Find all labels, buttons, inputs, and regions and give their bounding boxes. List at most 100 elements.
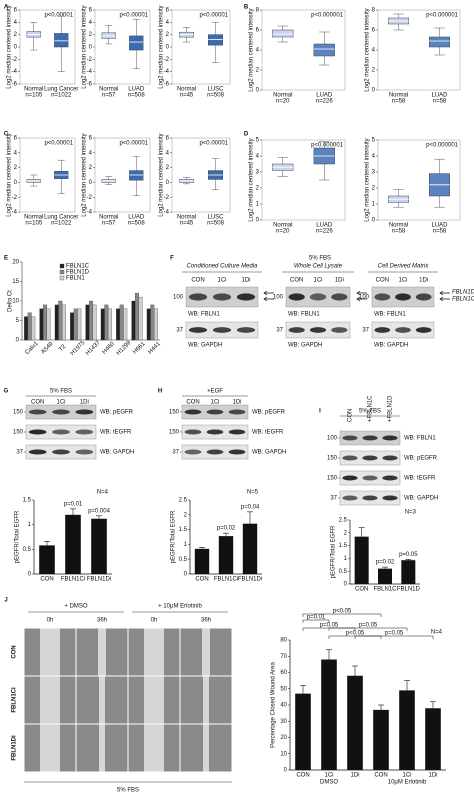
marker: 150 xyxy=(13,430,24,436)
wb-label: WB: GAPDH xyxy=(252,450,286,456)
y-tick-label: -6 xyxy=(164,82,170,88)
legend-label: FBLN1D xyxy=(66,270,90,276)
lane-label: 1Ci xyxy=(56,400,65,406)
y-tick-label: 0 xyxy=(184,572,188,578)
bracket xyxy=(354,635,434,639)
group-n: n=57 xyxy=(102,93,116,99)
bar xyxy=(100,308,105,341)
bar xyxy=(27,312,32,341)
bar xyxy=(295,693,311,770)
x-tick-label: A549 xyxy=(40,341,55,356)
lane-label: +FBLN1D xyxy=(388,395,394,422)
group-label: Normal xyxy=(99,87,118,93)
lane-label: 1Di xyxy=(241,278,250,284)
x-tick-label: CON xyxy=(296,773,309,779)
group-n: n=58 xyxy=(392,229,406,235)
marker: 100 xyxy=(327,436,338,442)
y-tick-label: 2 xyxy=(14,165,18,171)
marker: 100 xyxy=(359,295,370,301)
p-value: p=0.04 xyxy=(241,504,260,510)
row-label: FBLN1Di xyxy=(12,735,18,761)
legend-label: FBLN1 xyxy=(66,276,85,282)
x-tick-label: H1299 xyxy=(116,340,133,357)
bar xyxy=(135,293,139,341)
group-label: LUSC xyxy=(207,215,224,221)
footer-label: 5% FBS xyxy=(117,788,139,794)
band xyxy=(52,449,70,455)
bar xyxy=(123,308,128,341)
row-label: CON xyxy=(12,645,18,658)
band xyxy=(236,327,256,333)
n-label: N=5 xyxy=(247,490,259,496)
panel-label: G xyxy=(4,389,9,395)
y-axis-label: Log2 median centered intensity xyxy=(159,133,165,216)
y-tick-label: 6 xyxy=(372,28,376,34)
y-tick-label: 0.5 xyxy=(179,557,188,563)
blot-header: +EGF xyxy=(207,389,223,395)
legend-label: FBLN1C xyxy=(66,264,90,270)
x-tick-label: FBLN1Ci xyxy=(61,577,85,583)
band xyxy=(342,495,358,501)
bar xyxy=(54,304,59,341)
band xyxy=(206,449,224,455)
band xyxy=(382,435,398,441)
group-label: Normal xyxy=(24,87,43,93)
band xyxy=(362,455,378,461)
bar xyxy=(46,308,51,341)
band xyxy=(309,327,327,333)
p-value: p<0.05 xyxy=(333,609,352,615)
y-tick-label: 20 xyxy=(12,260,19,266)
band xyxy=(228,429,246,435)
y-tick-label: 3 xyxy=(372,170,376,176)
band xyxy=(362,475,378,481)
marker: 37 xyxy=(172,450,179,456)
group-n: n=105 xyxy=(25,93,43,99)
x-tick-label: H661 xyxy=(132,341,147,356)
x-tick-label: 1Ci xyxy=(402,773,411,779)
group-n: n=508 xyxy=(128,221,146,227)
y-tick-label: 2 xyxy=(166,32,170,38)
legend-swatch xyxy=(59,269,65,275)
bar xyxy=(347,675,363,770)
time-label: 36h xyxy=(201,618,211,624)
y-axis-label: Log2 median centered intensity xyxy=(159,5,165,88)
lane-label: CON xyxy=(191,278,204,284)
group-n: n=20 xyxy=(276,99,290,105)
y-tick-label: 10 xyxy=(12,299,19,305)
group-n: n=20 xyxy=(276,229,290,235)
y-tick-label: 4 xyxy=(372,48,376,54)
y-tick-label: -2 xyxy=(12,195,18,201)
panel-label: A xyxy=(4,5,9,11)
bar xyxy=(104,304,109,341)
bar xyxy=(373,709,389,770)
lane-label: CON xyxy=(186,400,199,406)
row-label: FBLN1Ci xyxy=(12,687,18,713)
y-tick-label: 4 xyxy=(256,48,260,54)
band xyxy=(52,429,70,435)
box xyxy=(54,33,69,48)
lane-label: 1Di xyxy=(335,278,344,284)
band xyxy=(75,449,94,455)
p-value: p<0.05 xyxy=(346,631,365,637)
band xyxy=(188,293,208,301)
marker: 150 xyxy=(169,410,180,416)
bar xyxy=(119,304,124,341)
band xyxy=(374,327,391,333)
p-value: p=0.01 xyxy=(64,501,83,507)
wound-gap xyxy=(144,724,164,772)
group-label: Lung Cancer xyxy=(44,87,78,93)
band xyxy=(382,455,398,461)
x-tick-label: FBLN1D xyxy=(397,587,421,593)
wound-gap xyxy=(144,676,164,724)
group-label: Normal xyxy=(177,215,196,221)
wb-label: WB: GAPDH xyxy=(288,343,322,349)
group-n: n=1022 xyxy=(51,93,72,99)
y-tick-label: 1 xyxy=(256,202,260,208)
band xyxy=(75,409,94,415)
panel-label: C xyxy=(4,132,9,138)
band xyxy=(362,495,378,501)
plot-frame xyxy=(171,137,231,213)
x-tick-label: CON xyxy=(40,577,53,583)
bar xyxy=(131,300,136,341)
wb-label: WB: FBLN1 xyxy=(188,312,220,318)
